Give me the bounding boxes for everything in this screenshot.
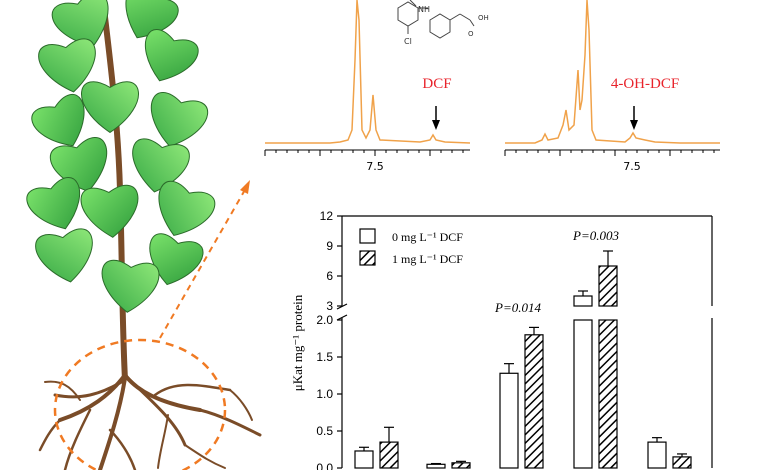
legend-swatch-open — [359, 228, 376, 244]
spectrum-trace-right — [505, 0, 720, 144]
bar-upper — [573, 295, 593, 307]
bar-upper — [598, 265, 618, 307]
molecule-oh: OH — [478, 14, 489, 22]
root-highlight-circle — [53, 338, 227, 470]
bar — [672, 456, 692, 469]
leaf — [132, 138, 190, 193]
nmr-spectrum-right: 7.5 4-OH-DCF — [504, 0, 720, 173]
y-tick-label: 1.0 — [316, 387, 333, 401]
leaf — [26, 177, 81, 230]
bar-break-gap — [597, 307, 619, 317]
tick-label-right: 7.5 — [623, 160, 641, 173]
leaf — [38, 38, 96, 93]
4-oh-dcf-label: 4-OH-DCF — [611, 76, 679, 92]
leaf — [81, 81, 139, 134]
y-tick-label: 0.0 — [316, 461, 333, 470]
bar — [451, 462, 471, 469]
leaf — [149, 233, 204, 286]
bar-lower — [598, 319, 618, 469]
bar — [354, 450, 374, 469]
y-tick-label: 12 — [320, 209, 334, 223]
molecule-nh: NH — [418, 5, 430, 14]
leaf — [35, 228, 93, 283]
y-tick-label: 3 — [326, 299, 333, 313]
leaf — [125, 0, 179, 39]
legend-label-0: 0 mg L⁻¹ DCF — [392, 230, 463, 244]
y-tick-label: 9 — [326, 239, 333, 253]
legend-label-1: 1 mg L⁻¹ DCF — [392, 252, 463, 266]
plant-roots — [38, 373, 262, 470]
bar — [647, 441, 667, 469]
spectrum-trace-left — [265, 0, 471, 144]
y-tick-label: 0.5 — [316, 424, 333, 438]
axis-break-mark-bottom — [336, 314, 348, 321]
chart-legend: 0 mg L⁻¹ DCF 1 mg L⁻¹ DCF — [359, 228, 463, 266]
leaf — [31, 94, 85, 147]
leaf-cluster — [26, 0, 216, 313]
dcf-label: DCF — [422, 76, 451, 92]
dcf-arrow-head — [432, 120, 440, 130]
molecule-cl: Cl — [404, 37, 412, 46]
plant-illustration — [26, 0, 262, 470]
dcf-molecule-structure: NH Cl OH O — [397, 0, 489, 46]
y-tick-label: 2.0 — [316, 313, 333, 327]
leaf — [144, 29, 199, 82]
y-tick-label: 1.5 — [316, 350, 333, 364]
bar-lower — [573, 319, 593, 469]
leaf — [51, 0, 109, 48]
bar — [524, 334, 544, 469]
bar-chart: μKat mg⁻¹ protein 0.0 0.5 1.0 1.5 2.03 6 9 12 0… — [290, 209, 713, 470]
leaf — [150, 92, 209, 147]
y-axis-label: μKat mg⁻¹ protein — [290, 294, 305, 391]
tick-label-left: 7.5 — [366, 160, 384, 173]
leaf — [80, 184, 139, 238]
bar — [499, 372, 519, 469]
molecule-o: O — [468, 30, 474, 38]
nmr-spectrum-left: 7.5 DCF — [264, 0, 471, 173]
legend-swatch-hatched — [359, 250, 376, 266]
p-value-annotation-1: P=0.014 — [494, 300, 541, 315]
leaf — [101, 259, 160, 313]
4-oh-dcf-arrow-head — [630, 120, 638, 130]
leaf — [158, 180, 216, 237]
dashed-arrow — [159, 187, 247, 339]
bar — [379, 441, 399, 469]
arrow-head — [240, 180, 250, 194]
bar-break-gap — [572, 307, 594, 317]
p-value-annotation-2: P=0.003 — [572, 228, 619, 243]
bar — [426, 463, 446, 469]
y-tick-label: 6 — [326, 269, 333, 283]
